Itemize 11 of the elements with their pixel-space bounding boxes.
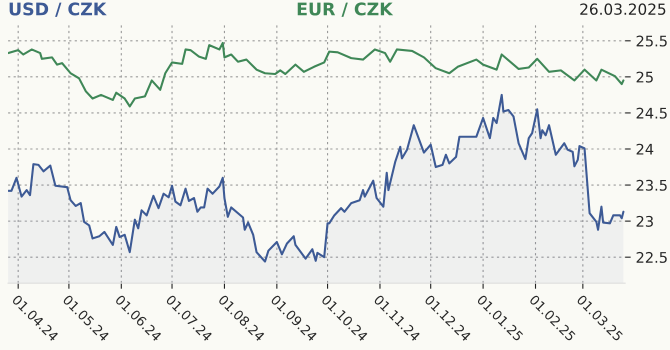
y-tick-label: 25 — [636, 72, 653, 83]
line-series — [8, 42, 624, 108]
y-tick-label: 24 — [636, 144, 654, 155]
y-tick-label: 25.5 — [636, 36, 667, 47]
y-tick-label: 23.5 — [636, 180, 667, 191]
y-tick-label: 24.5 — [636, 108, 667, 119]
text: USD / CZK — [10, 2, 107, 17]
text: 26.03.2025 — [580, 3, 666, 15]
y-tick-label: 23 — [636, 216, 653, 227]
y-tick-label: 22.5 — [636, 252, 667, 263]
series-label: EUR / CZK — [298, 2, 394, 17]
